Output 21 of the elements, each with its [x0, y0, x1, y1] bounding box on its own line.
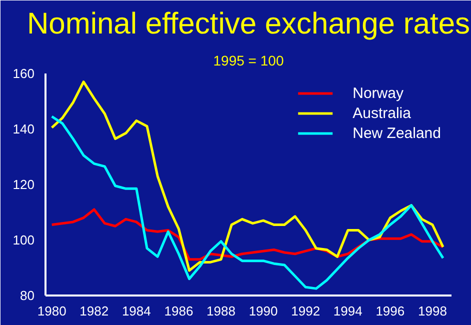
x-tick-label: 1980 — [37, 304, 66, 318]
x-tick-label: 1984 — [122, 304, 151, 318]
x-tick-label: 1982 — [80, 304, 109, 318]
legend-label: Australia — [352, 104, 411, 122]
y-tick-label: 100 — [12, 232, 35, 248]
chart-subtitle: 1995 = 100 — [213, 52, 284, 68]
chart-title: Nominal effective exchange rates — [26, 8, 470, 40]
legend-label: New Zealand — [352, 124, 441, 142]
x-tick-label: 1992 — [291, 304, 320, 318]
x-tick-label: 1998 — [418, 304, 447, 318]
legend-label: Norway — [352, 84, 404, 102]
y-tick-label: 160 — [12, 66, 35, 81]
x-tick-label: 1994 — [333, 304, 362, 318]
x-tick-label: 1986 — [164, 304, 194, 318]
line-series — [50, 80, 444, 272]
y-tick-label: 120 — [12, 177, 35, 192]
x-tick-label: 1990 — [248, 304, 278, 318]
x-tick-label: 1996 — [376, 304, 405, 318]
y-tick-label: 140 — [12, 122, 35, 136]
y-tick-label: 80 — [20, 288, 35, 303]
x-tick-label: 1988 — [206, 304, 236, 318]
